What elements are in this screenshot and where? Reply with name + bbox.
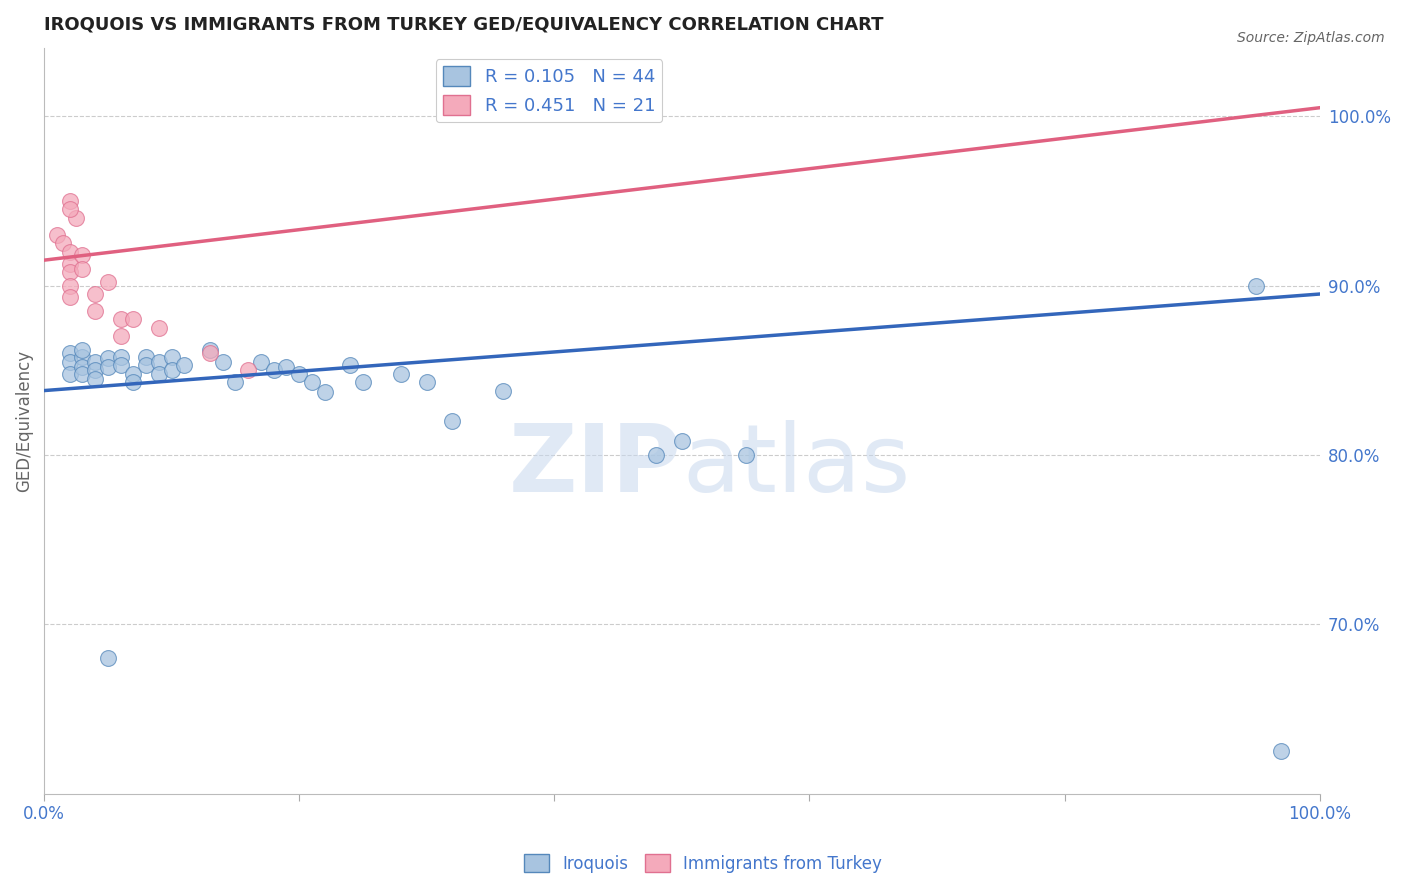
Point <box>45 227 67 242</box>
Point <box>122 312 145 326</box>
Point <box>314 385 336 400</box>
Point <box>250 355 273 369</box>
Point <box>52 236 75 251</box>
Point <box>84 355 107 369</box>
Point <box>84 304 107 318</box>
Point <box>160 350 183 364</box>
Point <box>671 434 693 449</box>
Legend: R = 0.105   N = 44, R = 0.451   N = 21: R = 0.105 N = 44, R = 0.451 N = 21 <box>436 59 662 122</box>
Point <box>72 367 94 381</box>
Point <box>84 363 107 377</box>
Point <box>416 375 439 389</box>
Point <box>173 358 195 372</box>
Point <box>645 448 668 462</box>
Point <box>59 265 82 279</box>
Point <box>59 367 82 381</box>
Y-axis label: GED/Equivalency: GED/Equivalency <box>15 350 32 492</box>
Point <box>72 261 94 276</box>
Point <box>59 194 82 208</box>
Point <box>110 312 132 326</box>
Text: atlas: atlas <box>682 420 910 512</box>
Point <box>263 363 285 377</box>
Point <box>211 355 233 369</box>
Point <box>84 372 107 386</box>
Text: ZIP: ZIP <box>509 420 682 512</box>
Point <box>389 367 412 381</box>
Point <box>122 367 145 381</box>
Point <box>135 358 157 372</box>
Point <box>59 346 82 360</box>
Point <box>122 375 145 389</box>
Point <box>97 351 120 366</box>
Point <box>288 367 311 381</box>
Point <box>59 256 82 270</box>
Point <box>72 350 94 364</box>
Point <box>238 363 260 377</box>
Point <box>1270 744 1292 758</box>
Point <box>84 287 107 301</box>
Legend: Iroquois, Immigrants from Turkey: Iroquois, Immigrants from Turkey <box>517 847 889 880</box>
Point <box>110 350 132 364</box>
Point <box>198 343 221 357</box>
Text: Source: ZipAtlas.com: Source: ZipAtlas.com <box>1237 31 1385 45</box>
Point <box>276 359 298 374</box>
Point <box>72 248 94 262</box>
Point <box>148 321 170 335</box>
Point <box>224 375 246 389</box>
Point <box>135 350 157 364</box>
Point <box>148 355 170 369</box>
Point <box>59 202 82 217</box>
Point <box>352 375 374 389</box>
Point <box>148 367 170 381</box>
Point <box>110 329 132 343</box>
Point <box>339 358 361 372</box>
Point <box>65 211 87 225</box>
Point <box>301 375 323 389</box>
Point <box>160 363 183 377</box>
Point <box>734 448 756 462</box>
Point <box>59 278 82 293</box>
Point <box>1244 278 1267 293</box>
Point <box>72 343 94 357</box>
Point <box>492 384 515 398</box>
Point <box>59 244 82 259</box>
Point <box>198 346 221 360</box>
Point <box>97 359 120 374</box>
Point <box>110 358 132 372</box>
Point <box>59 290 82 304</box>
Point <box>59 355 82 369</box>
Point <box>441 414 464 428</box>
Point <box>97 651 120 665</box>
Point <box>97 275 120 289</box>
Text: IROQUOIS VS IMMIGRANTS FROM TURKEY GED/EQUIVALENCY CORRELATION CHART: IROQUOIS VS IMMIGRANTS FROM TURKEY GED/E… <box>44 15 883 33</box>
Point <box>72 359 94 374</box>
